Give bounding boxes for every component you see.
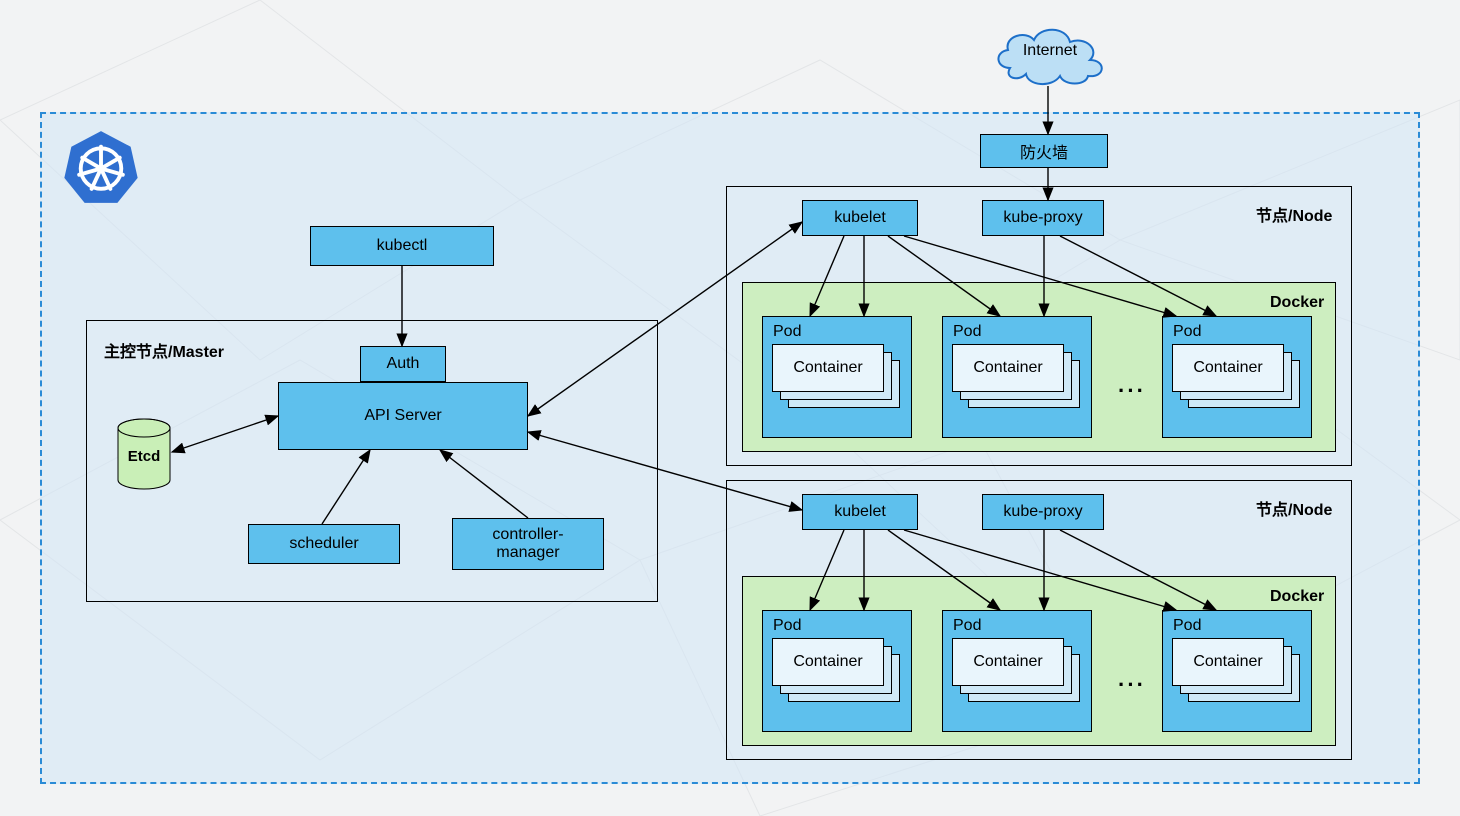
firewall-label: 防火墙 [1020,139,1068,163]
kubelet-label: kubelet [834,503,886,521]
pod-label: Pod [953,323,981,341]
kubelet-box: kubelet [802,200,918,236]
container-box: Container [952,638,1064,686]
scheduler-label: scheduler [289,535,358,553]
kube-proxy-label: kube-proxy [1003,209,1082,227]
firewall-box: 防火墙 [980,134,1108,168]
container-label: Container [793,359,862,377]
container-box: Container [1172,638,1284,686]
internet-label: Internet [990,42,1110,60]
etcd-label: Etcd [116,448,172,465]
ellipsis: ··· [1118,378,1146,404]
container-label: Container [1193,653,1262,671]
container-box: Container [772,344,884,392]
kube-proxy-label: kube-proxy [1003,503,1082,521]
container-label: Container [973,653,1042,671]
api-server-box: API Server [278,382,528,450]
diagram-canvas: Internet 防火墙 主控节点/Master kubectl Auth AP… [0,0,1460,816]
controller-manager-box: controller- manager [452,518,604,570]
scheduler-box: scheduler [248,524,400,564]
kubelet-label: kubelet [834,209,886,227]
auth-label: Auth [387,355,420,373]
controller-manager-label: controller- manager [492,526,563,563]
master-title: 主控节点/Master [104,338,224,362]
internet-cloud: Internet [990,20,1110,86]
docker-label: Docker [1270,588,1324,606]
pod-label: Pod [773,617,801,635]
ellipsis: ··· [1118,672,1146,698]
node-title: 节点/Node [1256,202,1332,226]
container-label: Container [973,359,1042,377]
container-label: Container [793,653,862,671]
kubernetes-logo-icon [62,128,140,206]
container-box: Container [1172,344,1284,392]
pod-label: Pod [1173,617,1201,635]
kubectl-label: kubectl [377,237,428,255]
kubelet-box: kubelet [802,494,918,530]
kube-proxy-box: kube-proxy [982,200,1104,236]
auth-box: Auth [360,346,446,382]
node-title: 节点/Node [1256,496,1332,520]
docker-label: Docker [1270,294,1324,312]
container-box: Container [772,638,884,686]
pod-label: Pod [773,323,801,341]
etcd-cylinder: Etcd [116,418,172,490]
pod-label: Pod [1173,323,1201,341]
container-label: Container [1193,359,1262,377]
pod-label: Pod [953,617,981,635]
kube-proxy-box: kube-proxy [982,494,1104,530]
container-box: Container [952,344,1064,392]
kubectl-box: kubectl [310,226,494,266]
api-server-label: API Server [364,407,441,425]
